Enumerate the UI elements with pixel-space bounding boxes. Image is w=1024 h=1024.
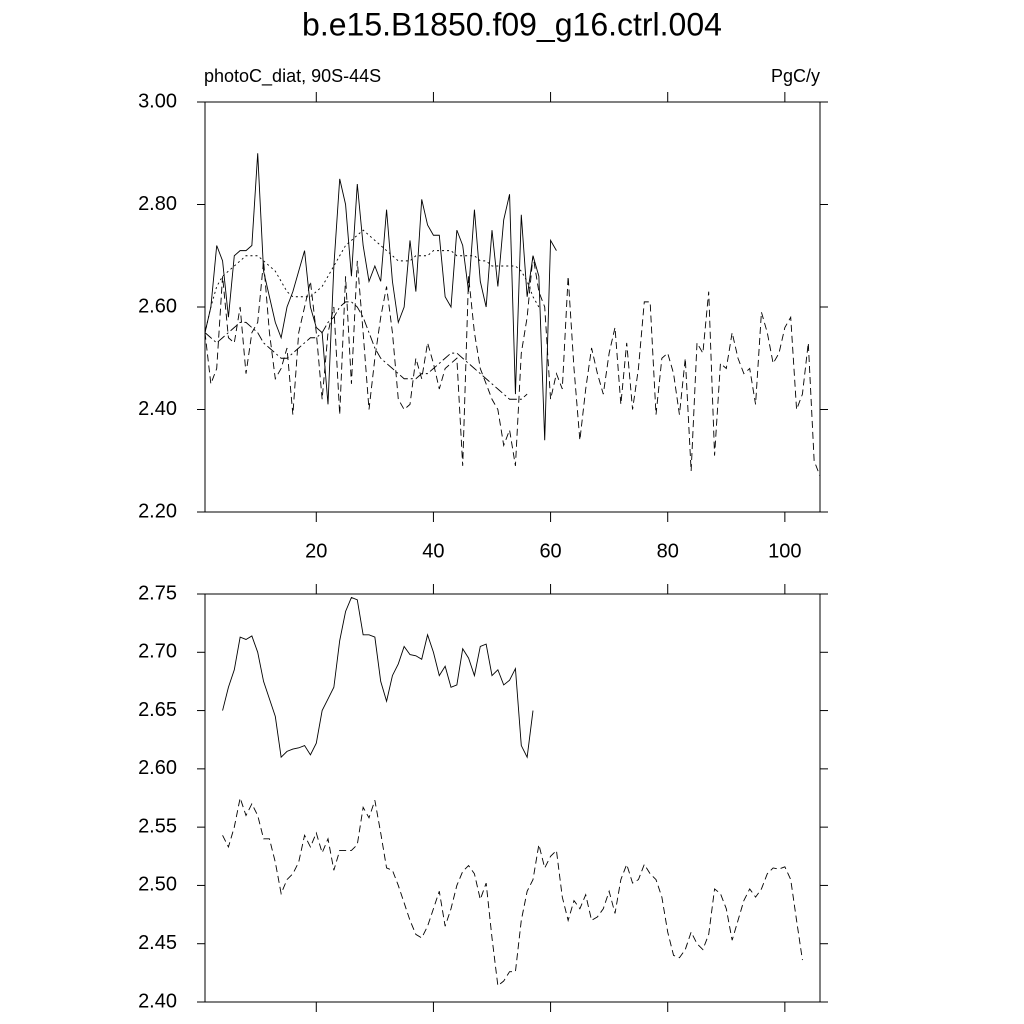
y-tick-label: 2.80 [138, 193, 177, 215]
right-string: PgC/y [771, 66, 820, 86]
series-line [222, 796, 803, 987]
x-tick-label: 80 [657, 540, 679, 562]
y-tick-label: 2.40 [138, 990, 177, 1012]
y-tick-label: 2.60 [138, 295, 177, 317]
y-tick-label: 2.45 [138, 932, 177, 954]
series-line [222, 596, 534, 759]
y-tick-label: 2.65 [138, 699, 177, 721]
y-tick-label: 2.60 [138, 757, 177, 779]
x-tick-label: 40 [422, 540, 444, 562]
y-tick-label: 2.20 [138, 500, 177, 522]
x-tick-label: 100 [768, 540, 801, 562]
series-line [204, 255, 821, 477]
series-line [204, 153, 557, 441]
plot-frame [204, 593, 821, 1003]
y-tick-label: 2.50 [138, 874, 177, 896]
left-string: photoC_diat, 90S-44S [204, 66, 381, 87]
y-tick-label: 2.40 [138, 398, 177, 420]
y-tick-label: 2.70 [138, 641, 177, 663]
y-tick-label: 2.55 [138, 815, 177, 837]
y-tick-label: 3.00 [138, 90, 177, 112]
series-line [204, 229, 540, 333]
series-line [204, 301, 528, 400]
chart-title: b.e15.B1850.f09_g16.ctrl.004 [302, 6, 722, 42]
x-tick-label: 60 [539, 540, 561, 562]
y-tick-label: 2.75 [138, 582, 177, 604]
x-tick-label: 20 [305, 540, 327, 562]
